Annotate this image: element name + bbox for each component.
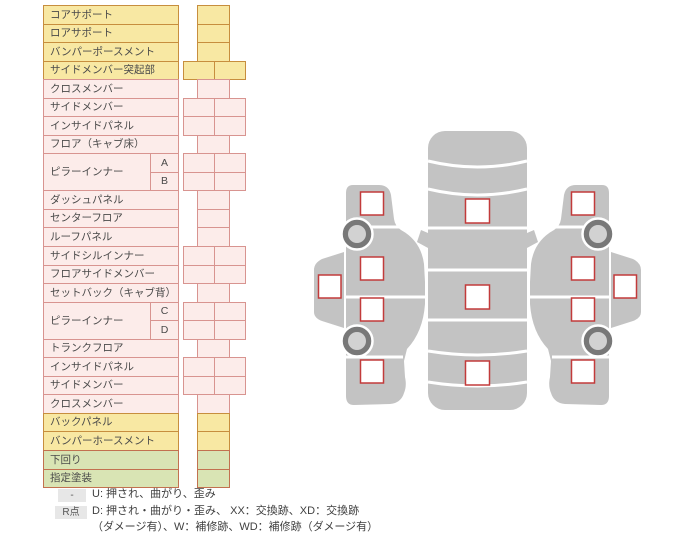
damage-cell[interactable] [197,469,230,488]
checkpoint-right-rear-door[interactable] [570,297,596,322]
part-label: ダッシュパネル [43,190,179,210]
part-label: フロア（キャブ床） [43,135,179,154]
checkpoint-top-trunk[interactable] [464,360,491,386]
rear-window-line [427,349,528,357]
legend-badge-rpoint: R点 [55,506,87,519]
damage-cell[interactable] [197,24,230,43]
checkpoint-right-front-fender[interactable] [570,191,596,216]
damage-cell[interactable] [197,227,230,247]
damage-cell-divider [214,173,215,190]
damage-cell-pair[interactable] [183,320,246,340]
left-rear-wheel-hub-icon [348,332,366,350]
part-label: インサイドパネル [43,116,179,136]
part-label: バンパーポースメント [43,42,179,62]
damage-cell[interactable] [197,283,230,303]
legend-line-2: D: 押され・曲がり・歪み、 XX：交換跡、XD：交換跡 [92,505,360,517]
checkpoint-left-front-door[interactable] [359,256,385,281]
damage-cell[interactable] [197,431,230,451]
part-label: コアサポート [43,5,179,25]
part-label: ルーフパネル [43,227,179,247]
damage-cell-divider [214,266,215,283]
damage-cell-pair[interactable] [183,265,246,284]
part-label: サイドメンバー [43,376,179,395]
damage-cell-pair[interactable] [183,153,246,173]
damage-cell[interactable] [197,79,230,99]
part-label: サイドメンバー突起部 [43,61,179,80]
right-mirror-icon [527,230,538,248]
part-sublabel: A [150,153,179,173]
checkpoint-top-roof[interactable] [464,284,491,310]
part-label: ピラーインナー [43,153,151,191]
left-mirror-icon [417,230,428,248]
vehicle-diagram [314,131,641,410]
damage-cell-divider [214,358,215,376]
part-label: フロアサイドメンバー [43,265,179,284]
checkpoint-left-rear-door[interactable] [359,297,385,322]
damage-cell-divider [214,99,215,116]
legend-line-1: U: 押され、曲がり、歪み [92,488,216,500]
damage-cell-pair[interactable] [183,376,246,395]
checkpoint-left-sill[interactable] [317,274,342,299]
checkpoint-left-front-fender[interactable] [359,191,385,216]
damage-cell[interactable] [197,209,230,228]
part-sublabel: D [150,320,179,340]
part-label: セットバック（キャブ背） [43,283,179,303]
right-front-wheel-hub-icon [589,225,607,243]
part-sublabel: C [150,302,179,321]
checkpoint-right-rear-fender[interactable] [570,359,596,384]
hood-line [427,187,528,197]
damage-cell[interactable] [197,450,230,470]
damage-cell-divider [214,303,215,320]
checkpoint-right-front-door[interactable] [570,256,596,281]
top-view [417,131,538,410]
damage-cell[interactable] [197,42,230,62]
part-label: サイドシルインナー [43,246,179,266]
damage-cell[interactable] [197,413,230,432]
damage-cell[interactable] [197,394,230,414]
damage-cell-divider [214,62,215,79]
damage-cell-pair[interactable] [183,61,246,80]
legend-badge-minor: - [58,489,86,502]
damage-cell-pair[interactable] [183,116,246,136]
part-label: トランクフロア [43,339,179,358]
damage-cell-divider [214,377,215,394]
damage-cell[interactable] [197,135,230,154]
legend-line-3: （ダメージ有）、W：補修跡、WD：補修跡（ダメージ有） [92,521,379,533]
front-bumper-line [427,159,528,169]
damage-cell-pair[interactable] [183,98,246,117]
damage-cell-divider [214,247,215,265]
damage-cell-divider [214,321,215,339]
damage-cell[interactable] [197,190,230,210]
part-label: ロアサポート [43,24,179,43]
part-label: バンパーホースメント [43,431,179,451]
damage-cell-pair[interactable] [183,357,246,377]
checkpoint-right-sill[interactable] [613,274,638,299]
damage-cell[interactable] [197,339,230,358]
part-label: 下回り [43,450,179,470]
part-sublabel: B [150,172,179,191]
checkpoint-top-hood[interactable] [464,198,491,224]
part-label: インサイドパネル [43,357,179,377]
rear-bumper-line [427,380,528,388]
damage-cell-pair[interactable] [183,246,246,266]
damage-cell-pair[interactable] [183,302,246,321]
part-label: クロスメンバー [43,394,179,414]
damage-cell-divider [214,154,215,172]
damage-cell-pair[interactable] [183,172,246,191]
part-label: バックパネル [43,413,179,432]
left-front-wheel-hub-icon [348,225,366,243]
right-rear-wheel-hub-icon [589,332,607,350]
part-label: センターフロア [43,209,179,228]
right-side-view [530,185,641,405]
part-label: クロスメンバー [43,79,179,99]
part-label: サイドメンバー [43,98,179,117]
part-label: 指定塗装 [43,469,179,488]
part-label: ピラーインナー [43,302,151,340]
damage-cell-divider [214,117,215,135]
damage-cell[interactable] [197,5,230,25]
checkpoint-left-rear-fender[interactable] [359,359,385,384]
left-side-view [314,185,425,405]
